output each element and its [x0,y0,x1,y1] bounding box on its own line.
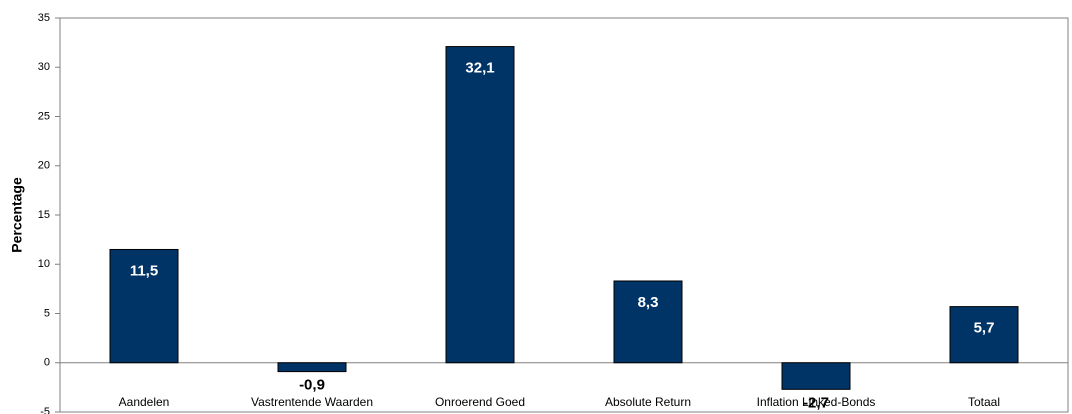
value-label: 11,5 [130,262,158,279]
bar [949,306,1019,364]
bar [613,280,683,364]
y-tick-label: 25 [38,110,50,122]
y-tick-label: 5 [44,307,50,319]
y-tick-label: 20 [38,160,50,172]
y-tick-label: 10 [38,258,50,270]
y-tick-label: 0 [44,357,50,369]
x-tick-label: Onroerend Goed [435,395,525,409]
value-label: 32,1 [465,60,494,77]
bar [445,46,515,364]
plot-frame [59,17,1069,413]
x-tick-label: Aandelen [119,395,170,409]
y-tick-label: 35 [38,12,50,24]
y-tick-label: -5 [40,406,50,414]
bar [109,248,179,364]
y-tick-label: 30 [38,61,50,73]
value-label: 5,7 [974,320,995,337]
value-label: -0,9 [299,377,325,394]
x-tick-label: Totaal [968,395,1000,409]
y-tick-label: 15 [38,209,50,221]
y-axis-label: Percentage [9,177,25,253]
x-tick-label: Absolute Return [605,395,691,409]
x-tick-label: Inflation Linked-Bonds [757,395,876,409]
value-label: -2,7 [803,394,829,411]
value-label: 8,3 [638,294,659,311]
bar [781,362,851,390]
bar [277,362,347,373]
x-tick-label: Vastrentende Waarden [251,395,373,409]
